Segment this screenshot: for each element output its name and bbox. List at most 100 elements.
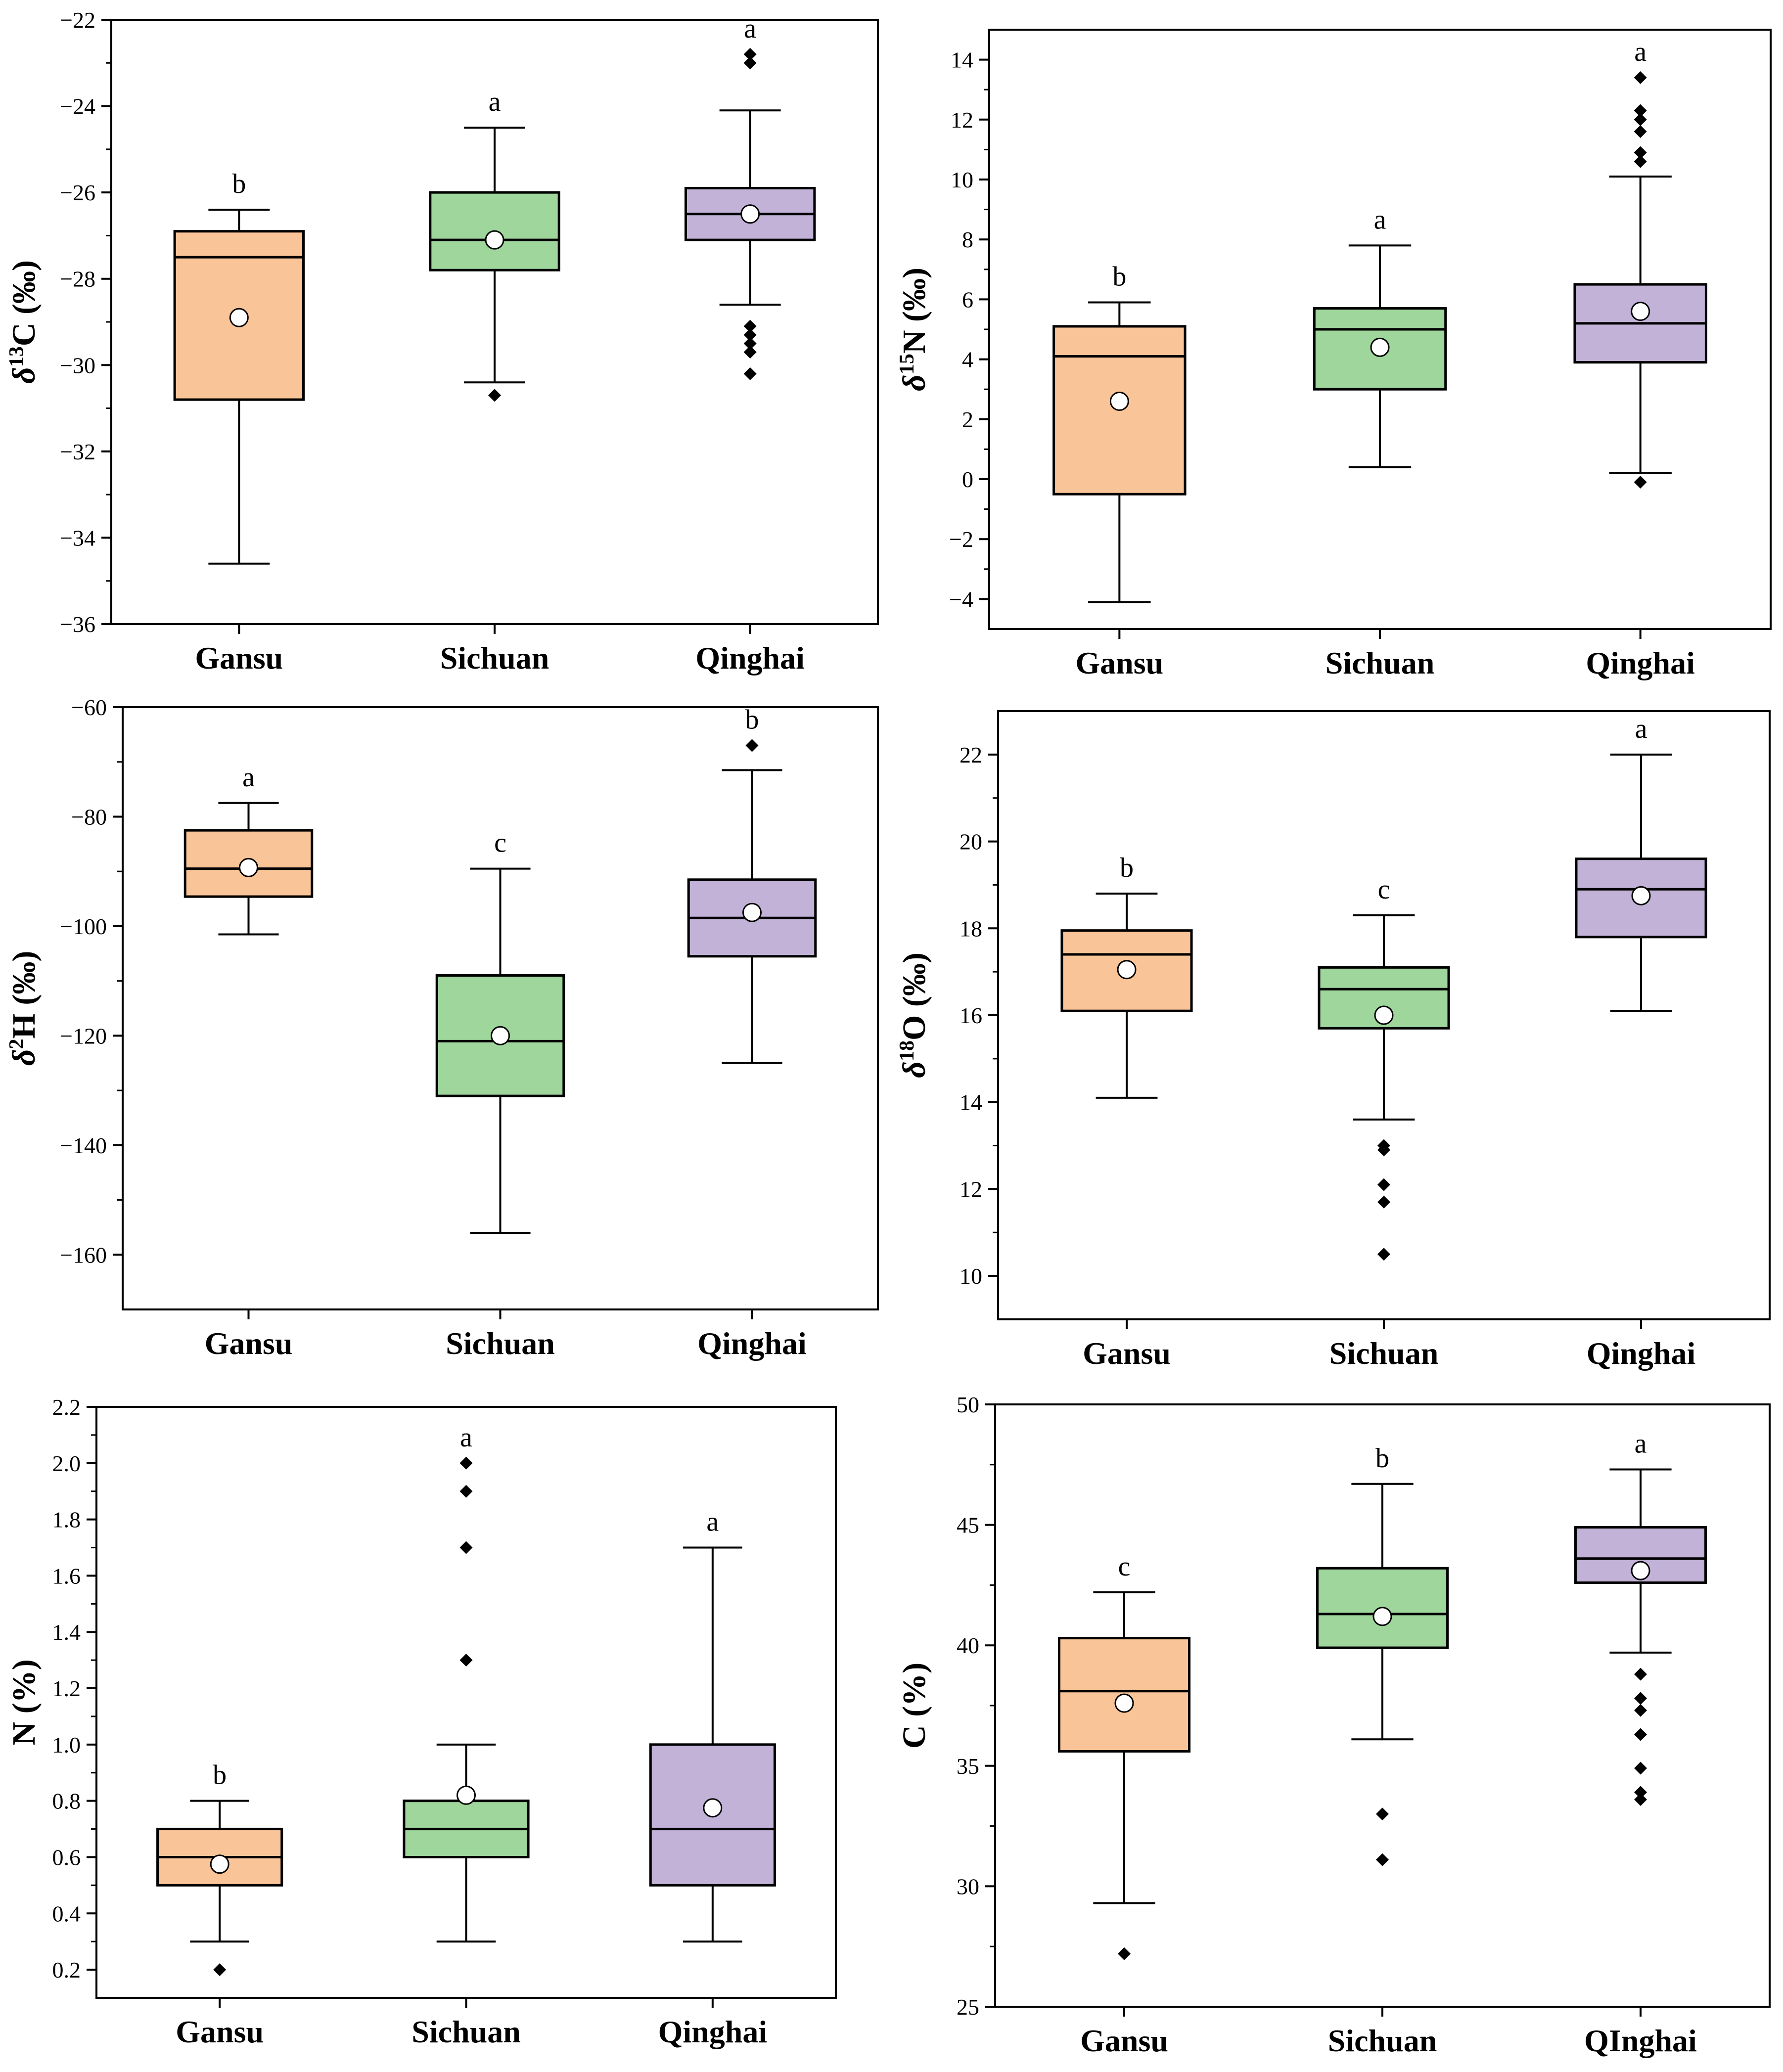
outlier-point (743, 328, 757, 342)
y-tick-label: 40 (957, 1633, 979, 1658)
y-tick-label: −4 (949, 586, 973, 612)
mean-marker (1370, 337, 1390, 357)
mean-marker (1372, 1607, 1392, 1626)
outlier-point (743, 319, 757, 333)
outlier-point (1634, 155, 1647, 168)
mean-marker (457, 1785, 476, 1805)
y-axis-title: δ2H (‰) (5, 951, 42, 1066)
outlier-point (1376, 1807, 1389, 1821)
box-sichuan: Sichuan a (403, 1422, 530, 2049)
y-axis-title: N (%) (6, 1659, 42, 1745)
y-tick-label: 50 (957, 1392, 979, 1417)
y-tick-label: 10 (960, 1263, 982, 1289)
y-tick-label: 14 (960, 1090, 982, 1115)
outlier-point (743, 56, 757, 70)
y-tick-label: 1.6 (52, 1563, 81, 1588)
outlier-point (1634, 1728, 1647, 1741)
outlier-point (1118, 1947, 1131, 1960)
x-tick-label: Sichuan (1329, 1336, 1439, 1371)
box-gansu: Gansu b (1052, 261, 1187, 680)
x-tick-label: Sichuan (446, 1326, 555, 1361)
y-tick-label: 0 (962, 467, 973, 492)
outlier-point (1634, 1786, 1647, 1799)
significance-letter: a (460, 1422, 472, 1453)
mean-marker (1117, 960, 1137, 980)
outlier-point (488, 389, 501, 402)
mean-marker (210, 1854, 229, 1874)
y-tick-label: −30 (60, 353, 95, 378)
panel-br: 25 30 35 40 45 50 C (%) Gansu c Sichuan b QInghai a (896, 1392, 1771, 2058)
y-tick-label: 22 (960, 742, 982, 767)
significance-letter: b (1112, 261, 1126, 292)
y-axis-title: δ18O (‰) (896, 952, 932, 1078)
mean-marker (239, 857, 258, 877)
x-tick-label: Gansu (195, 640, 283, 676)
outlier-point (1634, 71, 1647, 84)
y-tick-label: 0.4 (52, 1901, 81, 1926)
y-tick-label: −32 (60, 439, 95, 464)
y-tick-label: 2.2 (52, 1395, 81, 1420)
mean-marker (1631, 1561, 1650, 1580)
y-tick-label: 14 (951, 47, 973, 73)
y-tick-label: 16 (960, 1003, 982, 1028)
y-tick-label: 35 (957, 1754, 979, 1779)
y-tick-label: 4 (962, 347, 973, 372)
mean-marker (1631, 886, 1651, 905)
box-qinghai: QInghai a (1574, 1429, 1707, 2058)
box-sichuan: Sichuan c (1318, 874, 1450, 1371)
x-tick-label: Gansu (1080, 2023, 1168, 2058)
y-axis-title: C (%) (896, 1663, 932, 1749)
significance-letter: b (213, 1760, 227, 1791)
significance-letter: a (1374, 204, 1386, 235)
x-tick-label: Sichuan (1326, 645, 1435, 680)
y-axis-title: δ13C (‰) (5, 260, 42, 384)
y-tick-label: 10 (951, 167, 973, 192)
outlier-point (1634, 146, 1647, 159)
significance-letter: c (494, 828, 506, 858)
mean-marker (229, 308, 249, 327)
outlier-point (1377, 1248, 1390, 1261)
y-tick-label: −80 (71, 804, 107, 829)
mean-marker (485, 230, 504, 250)
outlier-point (743, 346, 757, 359)
box-gansu: Gansu a (183, 762, 314, 1361)
outlier-point (1634, 104, 1647, 117)
outlier-point (459, 1541, 473, 1554)
y-tick-label: 0.2 (52, 1957, 81, 1982)
x-tick-label: Qinghai (1586, 645, 1695, 680)
y-tick-label: 30 (957, 1874, 979, 1899)
y-tick-label: 8 (962, 227, 973, 252)
outlier-point (1634, 1667, 1647, 1681)
box-sichuan: Sichuan b (1316, 1443, 1449, 2058)
outlier-point (1377, 1139, 1390, 1152)
y-tick-label: −100 (60, 914, 107, 939)
y-tick-label: −120 (60, 1023, 107, 1048)
significance-letter: b (1375, 1443, 1389, 1474)
outlier-point (743, 367, 757, 380)
y-tick-label: −140 (60, 1133, 107, 1158)
box-qinghai: Qinghai a (684, 13, 816, 676)
significance-letter: b (745, 705, 759, 735)
mean-marker (1374, 1005, 1394, 1025)
outlier-point (1634, 113, 1647, 126)
outlier-point (1634, 1704, 1647, 1717)
y-tick-label: 6 (962, 287, 973, 312)
y-tick-label: 0.8 (52, 1789, 81, 1814)
y-tick-label: −22 (60, 7, 95, 33)
significance-letter: a (1635, 1429, 1647, 1459)
y-tick-label: 1.8 (52, 1507, 81, 1532)
x-tick-label: Gansu (176, 2014, 264, 2049)
y-tick-label: 12 (951, 107, 973, 133)
panel-ml: −160 −140 −120 −100 −80 −60 δ2H (‰) Gansu a Sichu… (5, 695, 879, 1361)
box-qinghai: Qinghai b (687, 705, 817, 1361)
x-tick-label: Gansu (1075, 645, 1163, 680)
panel-bl: 0.2 0.4 0.6 0.8 1.0 1.2 1.4 1.6 1.8 2.0 2.2 N (%) Ga… (6, 1395, 837, 2049)
box-qinghai: Qinghai a (1575, 714, 1707, 1371)
x-tick-label: Sichuan (411, 2014, 521, 2049)
outlier-point (1634, 1793, 1647, 1806)
x-tick-label: Qinghai (697, 1326, 807, 1361)
outlier-point (1377, 1195, 1390, 1209)
y-tick-label: 2 (962, 407, 973, 432)
significance-letter: c (1118, 1551, 1131, 1582)
